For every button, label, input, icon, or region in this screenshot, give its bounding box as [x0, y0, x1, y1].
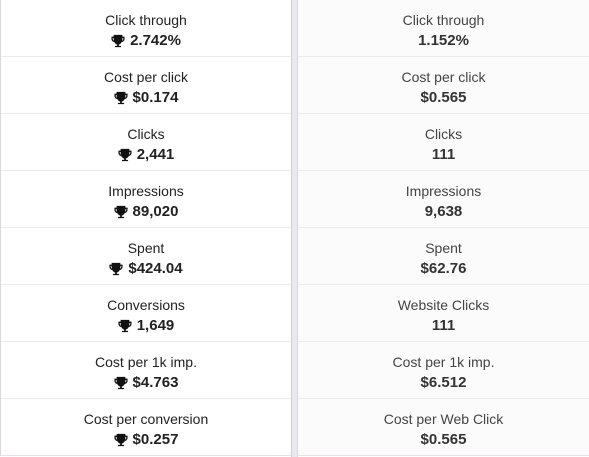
right-metrics-column: Click through 1.152% Cost per click $0.5…: [298, 0, 589, 456]
metric-label: Cost per 1k imp.: [392, 354, 495, 370]
trophy-icon: [118, 148, 132, 162]
metric-value-row: 2.742%: [111, 32, 181, 50]
metric-label: Clicks: [127, 126, 165, 142]
metric-cost-per-web-click: Cost per Web Click $0.565: [298, 399, 589, 456]
metric-value: $0.565: [420, 89, 467, 106]
metric-value: $424.04: [128, 260, 183, 277]
trophy-icon: [118, 319, 132, 333]
metric-spent: Spent $424.04: [1, 228, 291, 285]
metric-conversions: Conversions 1,649: [1, 285, 291, 342]
metric-label: Cost per 1k imp.: [95, 354, 197, 370]
trophy-icon: [113, 433, 128, 447]
metric-label: Cost per conversion: [83, 411, 209, 427]
metric-cost-per-1k-imp: Cost per 1k imp. $4.763: [1, 342, 291, 399]
metric-value: 2.742%: [130, 32, 181, 49]
metric-value: $6.512: [420, 374, 467, 391]
metric-label: Click through: [105, 12, 187, 28]
metric-label: Cost per click: [401, 69, 486, 85]
metric-label: Spent: [425, 240, 462, 256]
metric-label: Cost per Web Click: [383, 411, 504, 427]
metric-value: 1.152%: [418, 32, 469, 49]
metric-value: 111: [431, 317, 456, 334]
metric-impressions: Impressions 89,020: [1, 171, 291, 228]
metric-click-through: Click through 2.742%: [1, 0, 291, 57]
metric-value-row: 2,441: [118, 146, 175, 164]
metric-label: Cost per click: [103, 69, 189, 85]
metric-value-row: $0.174: [113, 89, 179, 107]
metric-website-clicks: Website Clicks 111: [298, 285, 589, 342]
metric-impressions: Impressions 9,638: [298, 171, 589, 228]
metric-label: Website Clicks: [397, 297, 490, 313]
metric-value: $0.565: [420, 431, 467, 448]
trophy-icon: [113, 205, 128, 219]
metric-label: Click through: [402, 12, 485, 28]
metric-value: 111: [431, 146, 456, 163]
left-metrics-column: Click through 2.742% Cost per click $0.1…: [0, 0, 291, 456]
metric-label: Conversions: [107, 297, 185, 313]
metric-value-row: $4.763: [113, 374, 179, 392]
metric-label: Impressions: [108, 183, 184, 199]
metric-value: $62.76: [420, 260, 467, 277]
trophy-icon: [113, 376, 128, 390]
trophy-icon: [109, 262, 123, 276]
trophy-icon: [111, 34, 125, 48]
metric-value-row: $424.04: [109, 260, 183, 278]
metric-cost-per-1k-imp: Cost per 1k imp. $6.512: [298, 342, 589, 399]
metric-value-row: $0.257: [113, 431, 179, 449]
metric-label: Spent: [127, 240, 165, 256]
metric-clicks: Clicks 2,441: [1, 114, 291, 171]
metric-label: Impressions: [405, 183, 482, 199]
metric-value: 89,020: [132, 203, 179, 220]
metric-value-row: 1,649: [118, 317, 175, 335]
metric-value-row: 89,020: [113, 203, 179, 221]
metric-cost-per-click: Cost per click $0.174: [1, 57, 291, 114]
metric-label: Clicks: [424, 126, 463, 142]
metric-value: 2,441: [136, 146, 175, 163]
column-divider: [291, 0, 298, 457]
metric-cost-per-conversion: Cost per conversion $0.257: [1, 399, 291, 456]
metric-clicks: Clicks 111: [298, 114, 589, 171]
metric-click-through: Click through 1.152%: [298, 0, 589, 57]
metric-value: 9,638: [424, 203, 463, 220]
metric-cost-per-click: Cost per click $0.565: [298, 57, 589, 114]
metric-value: $4.763: [132, 374, 179, 391]
metric-value: $0.257: [132, 431, 179, 448]
metric-value: 1,649: [136, 317, 175, 334]
metric-value: $0.174: [132, 89, 179, 106]
metric-spent: Spent $62.76: [298, 228, 589, 285]
trophy-icon: [113, 91, 128, 105]
